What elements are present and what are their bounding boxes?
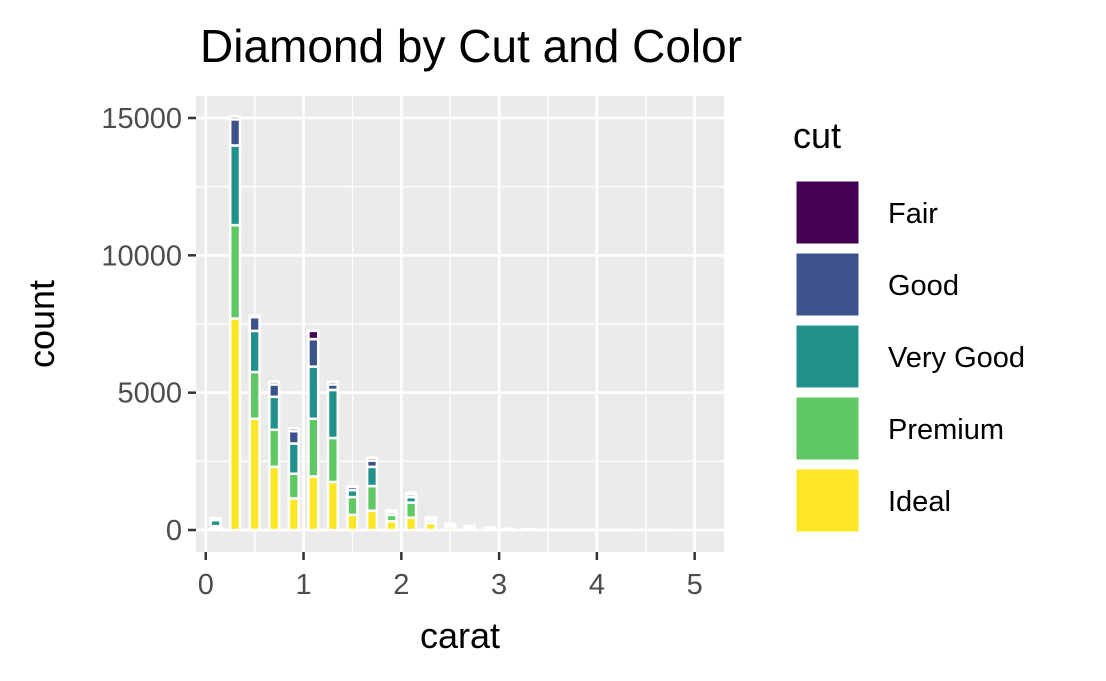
- bar-segment-ideal: [287, 497, 300, 532]
- x-tick-label: 1: [295, 569, 311, 601]
- bar-segment-fair: [248, 314, 261, 319]
- bar-segment-premium: [287, 472, 300, 500]
- legend-key-fair: [793, 178, 862, 247]
- legend-key-very-good: [793, 322, 862, 391]
- y-tick-label: 15000: [101, 103, 182, 135]
- bar-segment-ideal: [326, 480, 340, 532]
- bar-segment-premium: [365, 484, 379, 513]
- bar-segment-ideal: [248, 417, 261, 532]
- bar-segment-ideal: [365, 509, 379, 532]
- bar-segment-very-good: [307, 365, 320, 421]
- legend-label: Ideal: [888, 486, 951, 518]
- bar-segment-fair: [365, 456, 379, 462]
- bar-segment-ideal: [228, 317, 242, 532]
- bar-segment-good: [268, 383, 281, 399]
- bar-segment-very-good: [248, 329, 261, 374]
- bar-segment-ideal: [385, 519, 398, 532]
- bar-segment-good: [228, 118, 242, 147]
- x-tick-label: 5: [687, 569, 703, 601]
- bar-segment-good: [287, 429, 300, 445]
- bar-segment-ideal: [346, 513, 359, 532]
- bar-segment-very-good: [326, 388, 340, 440]
- bar-segment-fair: [287, 427, 300, 433]
- bar-segment-fair: [268, 380, 281, 386]
- y-axis-title: count: [21, 280, 62, 368]
- chart-title: Diamond by Cut and Color: [200, 20, 742, 72]
- bar-segment-premium: [404, 501, 418, 519]
- bar-segment-ideal: [307, 475, 320, 532]
- axes: 0 1 2 3 4 5 0 5000 10000 15000: [101, 103, 702, 601]
- bar-segment-ideal: [404, 516, 418, 532]
- x-tick-label: 3: [491, 569, 507, 601]
- x-tick-label: 0: [198, 569, 214, 601]
- bar-segment-very-good: [287, 442, 300, 475]
- bar-segment-fair: [404, 491, 418, 496]
- bar-segment-fair: [307, 329, 320, 341]
- bar-segment-premium: [346, 495, 359, 517]
- bar-segment-premium: [326, 436, 340, 484]
- x-tick-label: 4: [589, 569, 605, 601]
- y-tick-label: 5000: [117, 378, 182, 410]
- bar-segment-fair: [346, 484, 359, 489]
- legend-label: Good: [888, 270, 959, 302]
- legend-key-ideal: [793, 466, 862, 535]
- legend-label: Very Good: [888, 342, 1025, 374]
- legend: Fair Good Very Good Premium Ideal: [793, 178, 1025, 535]
- bar-segment-very-good: [228, 144, 242, 227]
- bar-segment-good: [248, 315, 261, 333]
- legend-key-premium: [793, 394, 862, 463]
- bar-segment-good: [307, 337, 320, 368]
- x-tick-label: 2: [393, 569, 409, 601]
- bar-segment-very-good: [268, 395, 281, 432]
- bar-segment-premium: [268, 428, 281, 469]
- legend-key-good: [793, 250, 862, 319]
- bar-segment-fair: [326, 380, 340, 386]
- legend-label: Fair: [888, 198, 938, 230]
- bar-segment-ideal: [268, 465, 281, 532]
- bar-segment-very-good: [365, 465, 379, 488]
- legend-title: cut: [793, 115, 841, 156]
- grid-lines: [196, 96, 724, 552]
- bar-segment-premium: [248, 370, 261, 421]
- y-tick-label: 10000: [101, 240, 182, 272]
- bar-segment-fair: [228, 115, 242, 121]
- y-tick-label: 0: [166, 515, 182, 547]
- bar-segment-premium: [228, 223, 242, 320]
- bars: [209, 115, 672, 532]
- x-axis-title: carat: [420, 615, 500, 656]
- bar-segment-premium: [307, 417, 320, 478]
- legend-label: Premium: [888, 414, 1004, 446]
